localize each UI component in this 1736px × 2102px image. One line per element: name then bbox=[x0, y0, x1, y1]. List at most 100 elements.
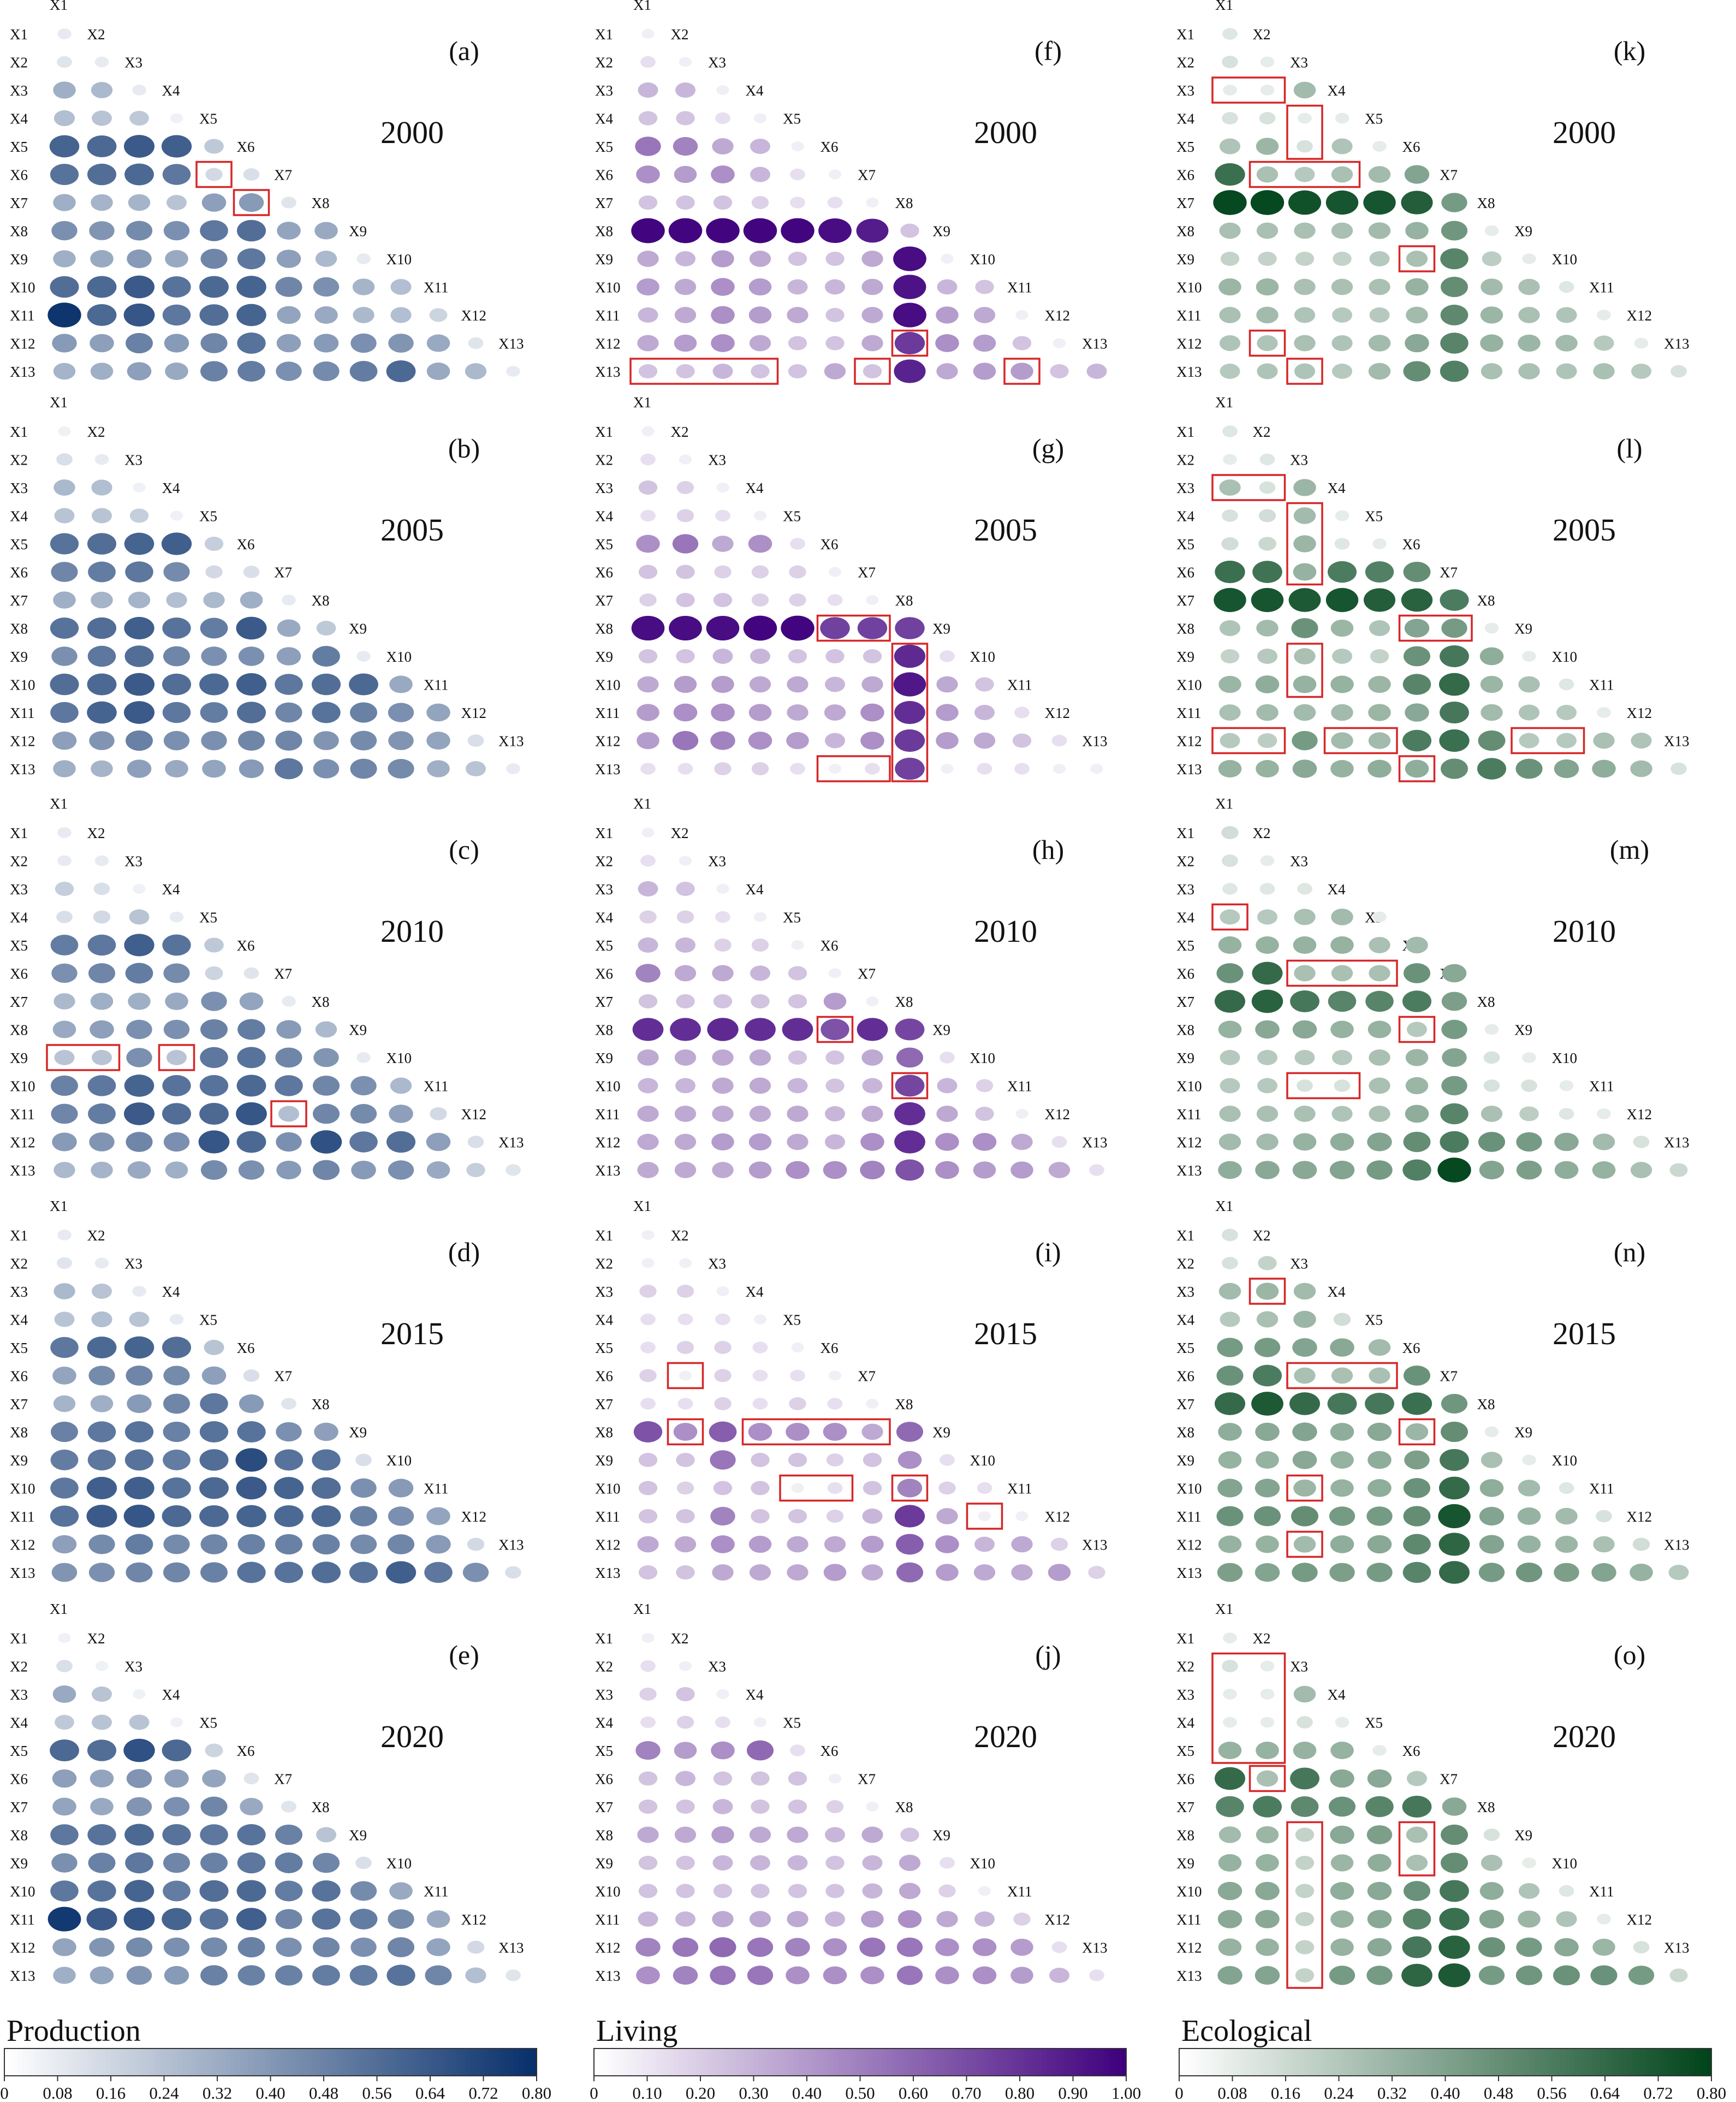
cell-X13-X11 bbox=[1011, 1564, 1033, 1581]
cell-X9-X2 bbox=[675, 251, 695, 266]
cell-X7-X6 bbox=[239, 193, 264, 212]
cell-X11-X7 bbox=[862, 1509, 883, 1524]
cell-X5-X4 bbox=[746, 1740, 774, 1761]
colorbar-gradient-step bbox=[1596, 2048, 1601, 2076]
cell-X11-X5 bbox=[1368, 704, 1391, 721]
diagonal-label-X6: X6 bbox=[237, 139, 255, 155]
cell-X12-X7 bbox=[859, 1937, 885, 1957]
cell-X13-X6 bbox=[823, 1966, 847, 1985]
cell-X11-X4 bbox=[749, 1106, 771, 1122]
cell-X4-X3 bbox=[1293, 1310, 1316, 1328]
cell-X6-X4 bbox=[1331, 1367, 1353, 1384]
row-label-X9: X9 bbox=[10, 251, 28, 268]
cell-X7-X3 bbox=[1291, 1796, 1319, 1817]
colorbar-gradient-step bbox=[753, 2048, 759, 2076]
diagonal-label-X3: X3 bbox=[708, 1659, 726, 1675]
cell-X9-X3 bbox=[127, 249, 152, 269]
colorbar-tick-label: 0.64 bbox=[1590, 2083, 1620, 2102]
row-label-X10: X10 bbox=[1176, 280, 1202, 296]
cell-X7-X6 bbox=[239, 1394, 264, 1414]
colorbar-gradient-step bbox=[598, 2048, 604, 2076]
colorbar-gradient-step bbox=[430, 2048, 436, 2076]
cell-X13-X10 bbox=[972, 1966, 997, 1985]
cell-X13-X10 bbox=[1553, 1965, 1580, 1986]
cell-X7-X7 bbox=[1441, 991, 1467, 1011]
colorbar-gradient-step bbox=[191, 2048, 196, 2076]
diagonal-label-X5: X5 bbox=[1365, 1715, 1383, 1731]
colorbar-tick-label: 0.40 bbox=[792, 2083, 822, 2102]
colorbar-gradient-step bbox=[971, 2048, 976, 2076]
cell-X13-X9 bbox=[1515, 1965, 1543, 1986]
diagonal-label-X7: X7 bbox=[1440, 565, 1458, 581]
colorbar-gradient-step bbox=[1077, 2048, 1083, 2076]
cell-X13-X12 bbox=[1630, 1162, 1652, 1178]
cell-X13-X7 bbox=[275, 758, 303, 780]
colorbar-gradient-step bbox=[57, 2048, 63, 2076]
colorbar-gradient-step bbox=[1627, 2048, 1632, 2076]
cell-X3-X1 bbox=[53, 81, 76, 99]
diagonal-label-X13: X13 bbox=[1082, 1135, 1108, 1151]
colorbar-gradient-step bbox=[594, 2048, 599, 2076]
cell-X6-X4 bbox=[751, 565, 769, 579]
colorbar-gradient-step bbox=[377, 2048, 382, 2076]
cell-X8-X7 bbox=[1441, 1019, 1467, 1040]
diagonal-label-X12: X12 bbox=[461, 1106, 487, 1123]
colorbar-gradient-step bbox=[842, 2048, 848, 2076]
diagonal-label-X2: X2 bbox=[87, 424, 105, 440]
column-header-X1: X1 bbox=[50, 1601, 68, 1617]
colorbar-gradient-step bbox=[128, 2048, 134, 2076]
cell-X13-X10 bbox=[1554, 759, 1579, 779]
cell-X10-X4 bbox=[1330, 1882, 1354, 1900]
colorbar-gradient-step bbox=[297, 2048, 302, 2076]
cell-X4-X4 bbox=[753, 113, 767, 123]
highlight-box bbox=[1286, 104, 1323, 160]
cell-X13-X12 bbox=[465, 363, 487, 379]
cell-X3-X1 bbox=[55, 881, 74, 896]
cell-X12-X8 bbox=[1478, 1937, 1506, 1957]
cell-X12-X9 bbox=[935, 1133, 959, 1151]
colorbar-gradient-step bbox=[1228, 2048, 1233, 2076]
cell-X7-X7 bbox=[1442, 1797, 1467, 1816]
colorbar-gradient-step bbox=[448, 2048, 453, 2076]
cell-X11-X8 bbox=[1479, 1909, 1505, 1929]
row-label-X8: X8 bbox=[595, 1022, 613, 1038]
cell-X10-X2 bbox=[1255, 675, 1280, 693]
cell-X8-X5 bbox=[200, 1824, 228, 1845]
cell-X11-X9 bbox=[936, 1911, 958, 1927]
row-label-X8: X8 bbox=[10, 1827, 28, 1844]
cell-X10-X7 bbox=[1440, 1880, 1469, 1902]
cell-X5-X5 bbox=[791, 940, 804, 951]
colorbar-gradient-step bbox=[1551, 2048, 1557, 2076]
row-label-X3: X3 bbox=[595, 881, 613, 898]
row-label-X2: X2 bbox=[595, 1659, 613, 1675]
colorbar-gradient-step bbox=[13, 2048, 19, 2076]
row-label-X4: X4 bbox=[1176, 1715, 1194, 1731]
cell-X9-X1 bbox=[638, 649, 658, 664]
cell-X8-X6 bbox=[237, 1019, 265, 1040]
cell-X10-X1 bbox=[637, 676, 659, 693]
cell-X12-X6 bbox=[1402, 729, 1432, 752]
cell-X2-X2 bbox=[1260, 1660, 1275, 1672]
diagonal-label-X11: X11 bbox=[424, 280, 449, 296]
colorbar-gradient-step bbox=[1015, 2048, 1020, 2076]
cell-X11-X8 bbox=[314, 306, 338, 324]
cell-X13-X12 bbox=[1049, 1968, 1069, 1983]
cell-X6-X3 bbox=[714, 565, 732, 579]
cell-X7-X5 bbox=[201, 991, 227, 1011]
colorbar-gradient-step bbox=[1698, 2048, 1703, 2076]
cell-X10-X10 bbox=[388, 1478, 414, 1498]
cell-X6-X4 bbox=[163, 963, 190, 983]
cell-X13-X9 bbox=[1515, 758, 1543, 779]
diagonal-label-X10: X10 bbox=[387, 1855, 412, 1872]
cell-X9-X2 bbox=[87, 645, 116, 667]
colorbar-gradient-step bbox=[208, 2048, 213, 2076]
cell-X11-X5 bbox=[787, 704, 808, 721]
diagonal-label-X6: X6 bbox=[237, 1340, 255, 1356]
colorbar-gradient-step bbox=[966, 2048, 972, 2076]
colorbar-gradient-step bbox=[1055, 2048, 1061, 2076]
cell-X6-X3 bbox=[126, 1769, 152, 1788]
colorbar-gradient-step bbox=[1569, 2048, 1575, 2076]
cell-X11-X9 bbox=[350, 1103, 377, 1124]
cell-X6-X5 bbox=[1369, 965, 1390, 982]
colorbar-gradient-step bbox=[217, 2048, 223, 2076]
